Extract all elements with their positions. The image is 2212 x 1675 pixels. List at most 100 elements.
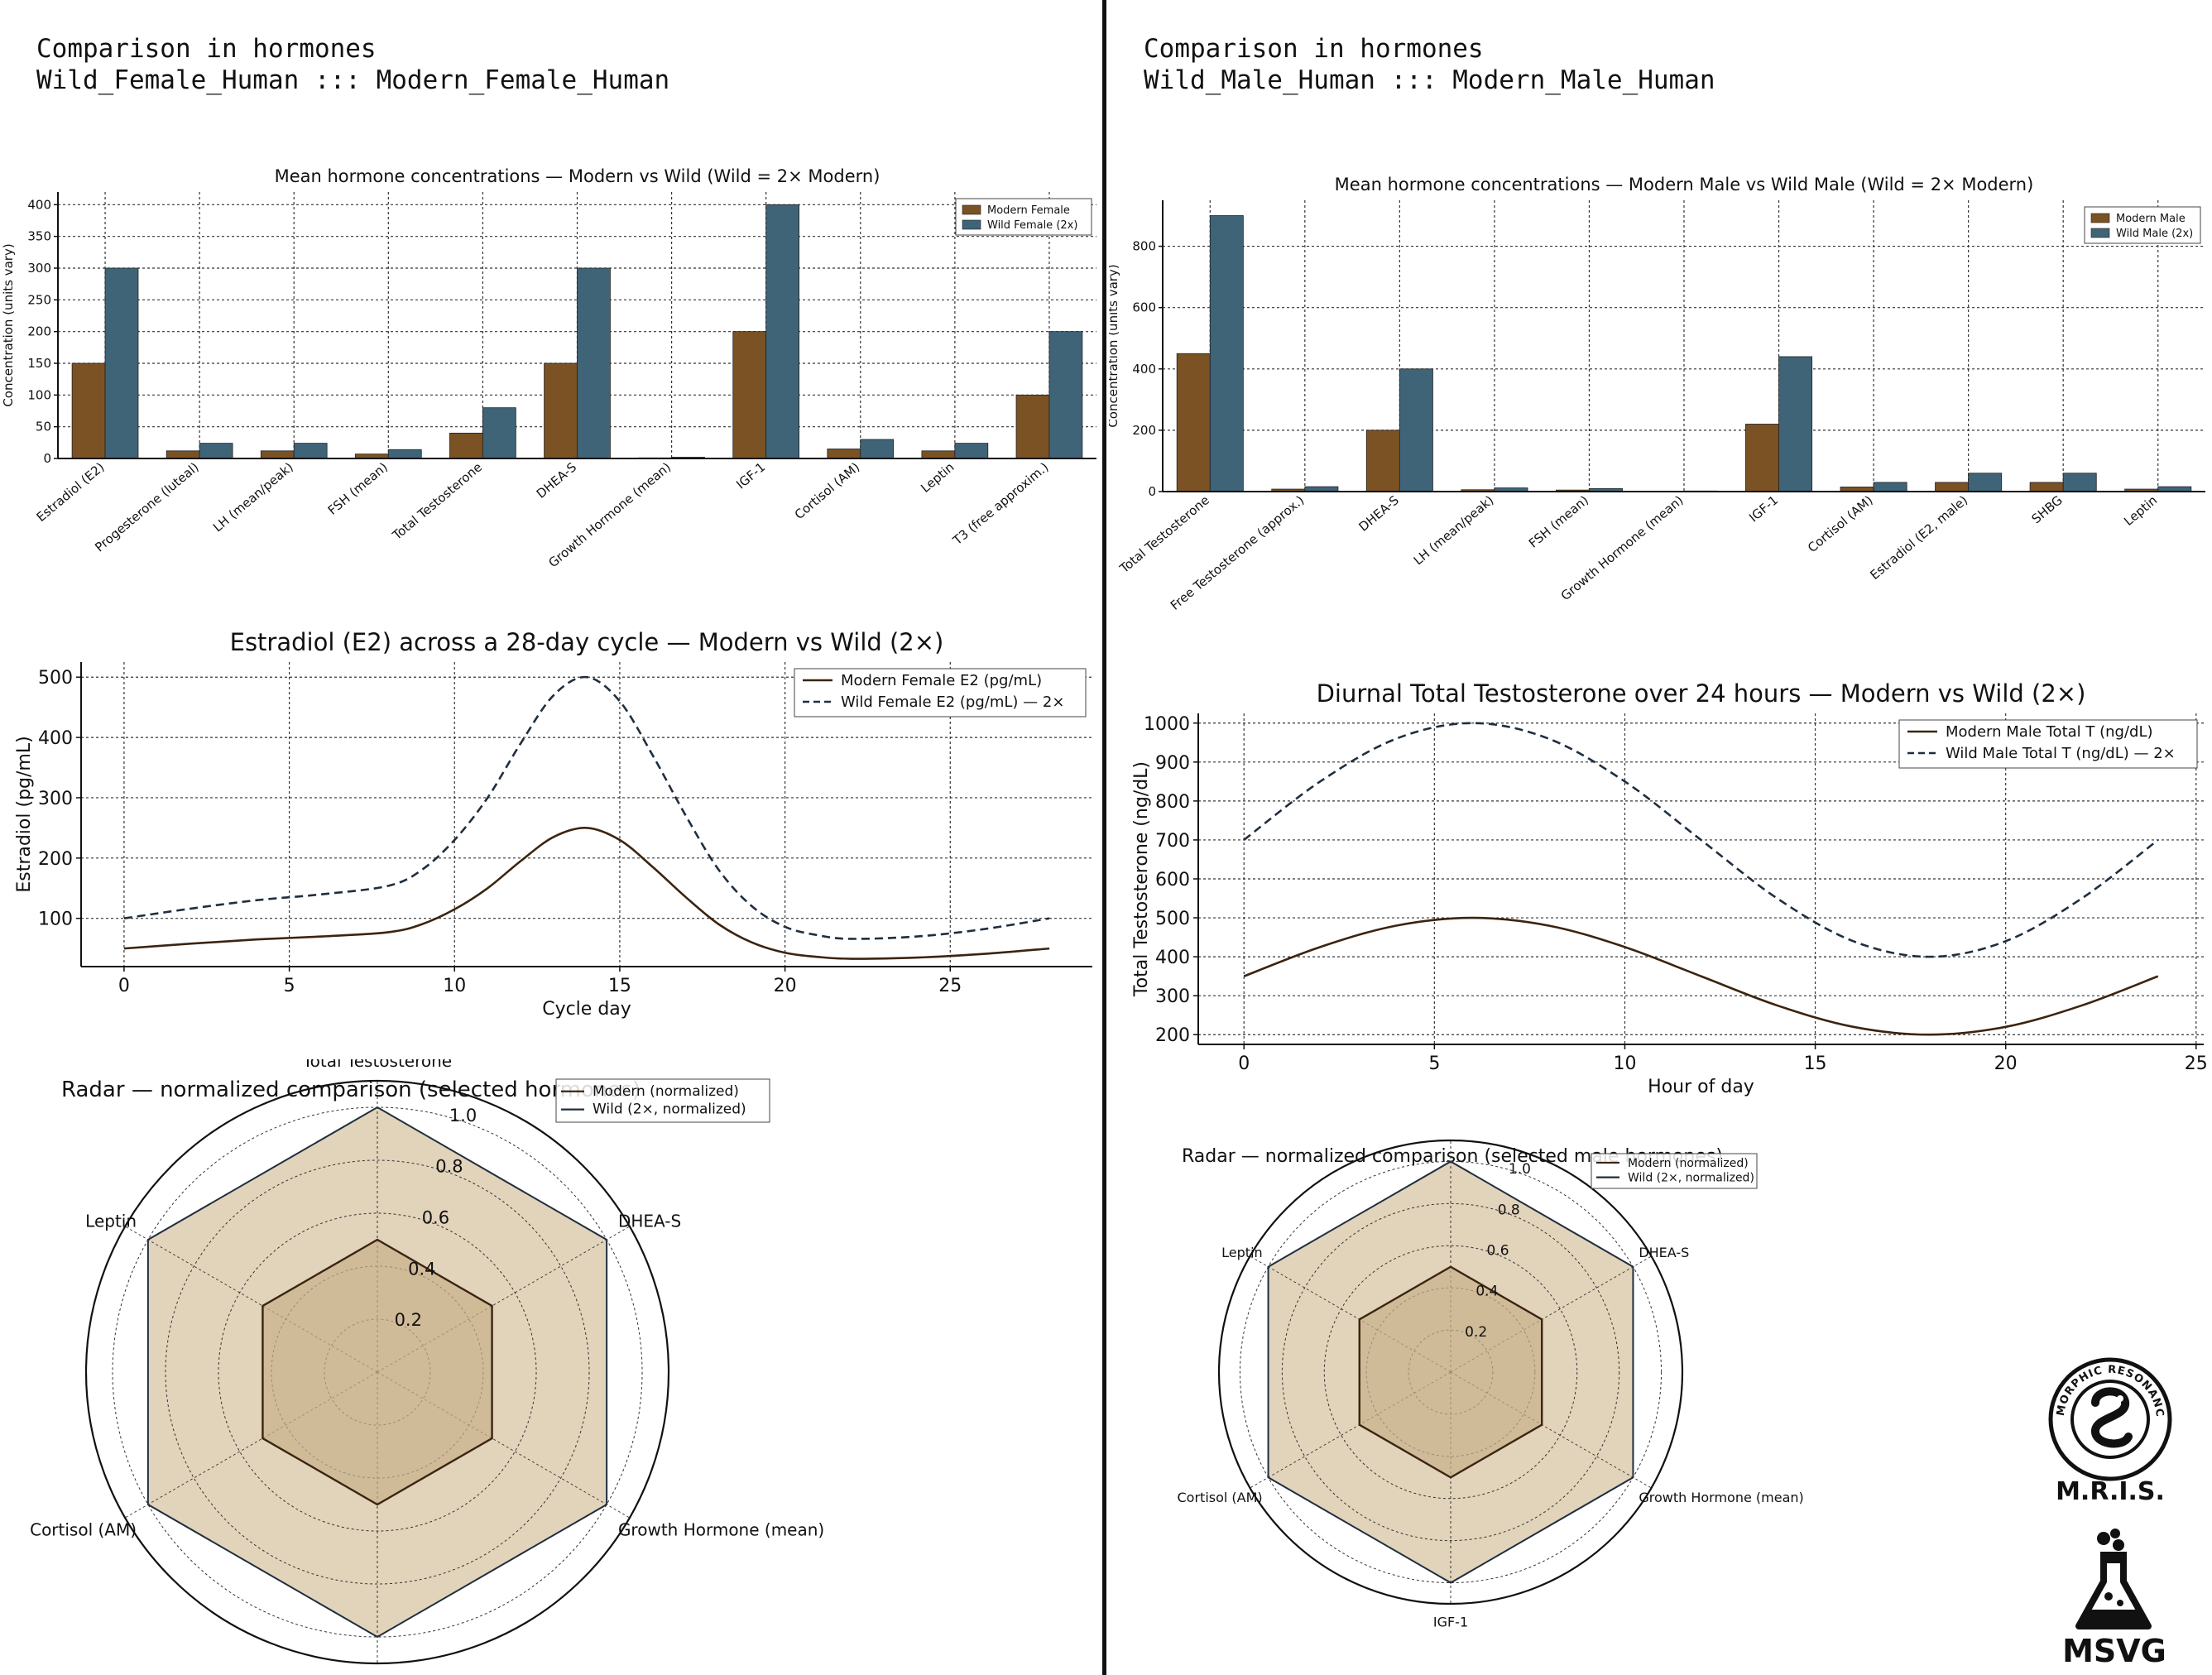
bar-wild-female-2x-leptin [954, 443, 989, 459]
x-tick-label: Total Testosterone [1116, 492, 1212, 576]
y-tick-label: 500 [1155, 909, 1190, 929]
msvg-logo: MSVG [2062, 1529, 2166, 1668]
radar-ring [1281, 1202, 1620, 1542]
x-tick-label: FSH (mean) [1526, 492, 1591, 550]
bar-modern-male-shbg [2029, 482, 2064, 492]
y-tick-label: 200 [38, 849, 73, 870]
radar-r-label: 0.6 [422, 1208, 449, 1228]
bar-modern-female-total-testosterone [449, 432, 483, 459]
legend-swatch [962, 204, 981, 215]
legend-entry: Modern (normalized) [1628, 1157, 1749, 1170]
radar-ring [165, 1159, 590, 1585]
y-tick-label: 300 [1155, 986, 1190, 1007]
radar-axis-label: DHEA-S [618, 1211, 681, 1231]
male-bar-chart: Mean hormone concentrations — Modern Mal… [1109, 175, 2205, 613]
bar-wild-male-2x-igf-1 [1778, 356, 1813, 492]
bar-wild-male-2x-shbg [2062, 473, 2097, 492]
legend-swatch [962, 219, 981, 230]
female-estradiol-line-chart: Estradiol (E2) across a 28-day cycle — M… [14, 628, 1092, 1020]
bar-wild-female-2x-estradiol-e2 [104, 267, 139, 459]
legend-box [794, 668, 1087, 718]
y-tick-label: 800 [1155, 792, 1190, 813]
bar-modern-female-estradiol-e2 [71, 362, 106, 459]
radar-r-label: 0.4 [408, 1259, 435, 1279]
bar-wild-female-2x-dhea-s [577, 267, 611, 459]
bar-modern-male-total-testosterone [1176, 353, 1211, 492]
radar-ring [1323, 1245, 1578, 1500]
legend-box [1898, 719, 2198, 769]
x-tick-label: IGF-1 [733, 459, 768, 492]
x-tick-label: SHBG [2029, 492, 2066, 526]
x-tick-label: 10 [1613, 1053, 1636, 1074]
series-line-modern-male-total-t-ng-dl [1243, 916, 2159, 1036]
bar-wild-female-2x-progesterone-luteal [199, 443, 233, 459]
radar-spoke [124, 1371, 378, 1519]
y-tick-label: 400 [1132, 362, 1156, 377]
serpent-seal-icon [2091, 1387, 2133, 1448]
series-line-wild-female-e2-pg-ml-2 [123, 675, 1050, 940]
bar-wild-male-2x-cortisol-am [1873, 482, 1907, 492]
radar-r-label: 0.2 [395, 1310, 422, 1330]
legend-entry: Modern Male [2116, 213, 2186, 225]
bar-wild-female-2x-t3-free-approxim [1048, 331, 1083, 459]
y-tick-label: 600 [1132, 300, 1156, 315]
x-tick-label: 15 [1804, 1053, 1827, 1074]
x-axis-label: Cycle day [542, 999, 631, 1020]
bar-modern-female-leptin [921, 450, 956, 459]
y-tick-label: 350 [27, 229, 51, 244]
bar-wild-female-2x-cortisol-am [860, 439, 895, 459]
x-tick-label: Estradiol (E2) [34, 459, 108, 525]
bar-modern-female-cortisol-am [827, 449, 861, 459]
y-tick-label: 700 [1155, 831, 1190, 852]
radar-r-label: 0.6 [1487, 1242, 1509, 1259]
x-tick-label: FSH (mean) [325, 459, 391, 517]
x-tick-label: LH (mean/peak) [210, 459, 296, 535]
bar-modern-male-dhea-s [1365, 430, 1400, 492]
y-tick-label: 400 [38, 728, 73, 749]
chart-title: Estradiol (E2) across a 28-day cycle — M… [230, 628, 944, 656]
y-tick-label: 100 [38, 909, 73, 930]
legend-box [555, 1078, 770, 1123]
radar-spoke [1450, 1371, 1652, 1489]
y-axis-label: Concentration (units vary) [1, 243, 16, 406]
radar-r-label: 0.2 [1465, 1324, 1487, 1341]
radar-polygon-modern [1358, 1265, 1543, 1479]
legend-entry: Modern Male Total T (ng/dL) [1946, 723, 2153, 741]
radar-spoke [1450, 1255, 1652, 1373]
radar-r-label: 0.8 [1498, 1202, 1520, 1218]
legend-entry: Modern Female [987, 204, 1070, 217]
bar-modern-female-progesterone-luteal [166, 450, 200, 459]
x-tick-label: Cortisol (AM) [1805, 492, 1876, 555]
y-tick-label: 200 [1132, 423, 1156, 438]
radar-axis-label: Cortisol (AM) [1178, 1490, 1263, 1505]
radar-axis-label: IGF-1 [1433, 1615, 1468, 1630]
right-heading-line1: Comparison in hormones [1144, 34, 1484, 64]
bar-wild-female-2x-fsh-mean [387, 449, 422, 459]
y-axis-label: Concentration (units vary) [1109, 264, 1120, 427]
bar-modern-female-igf-1 [732, 331, 767, 459]
x-tick-label: 5 [1428, 1053, 1440, 1074]
bar-wild-female-2x-total-testosterone [482, 407, 516, 459]
x-tick-label: 25 [938, 976, 962, 996]
x-tick-label: Leptin [2121, 492, 2160, 529]
y-tick-label: 200 [1155, 1025, 1190, 1046]
x-tick-label: IGF-1 [1746, 492, 1781, 525]
bar-modern-female-dhea-s [544, 362, 578, 459]
legend-entry: Wild Female (2x) [987, 219, 1077, 232]
x-axis-label: Hour of day [1648, 1077, 1754, 1097]
bar-wild-male-2x-estradiol-e2-male [1968, 473, 2003, 492]
y-tick-label: 800 [1132, 239, 1156, 254]
x-tick-label: Progesterone (luteal) [92, 459, 201, 554]
series-line-modern-female-e2-pg-ml [123, 827, 1050, 960]
x-tick-label: DHEA-S [534, 459, 579, 502]
legend-entry: Wild (2×, normalized) [593, 1101, 746, 1118]
radar-r-label: 0.4 [1475, 1284, 1498, 1300]
x-tick-label: Estradiol (E2, male) [1867, 492, 1970, 583]
radar-axis-label: Total Testosterone [302, 1059, 452, 1071]
y-axis-label: Estradiol (pg/mL) [14, 736, 35, 892]
left-heading-line1: Comparison in hormones [36, 34, 377, 64]
y-tick-label: 0 [1148, 484, 1156, 499]
x-tick-label: T3 (free approxim.) [949, 459, 1051, 548]
x-tick-label: LH (mean/peak) [1411, 492, 1497, 568]
y-axis-label: Total Testosterone (ng/dL) [1131, 761, 1152, 997]
